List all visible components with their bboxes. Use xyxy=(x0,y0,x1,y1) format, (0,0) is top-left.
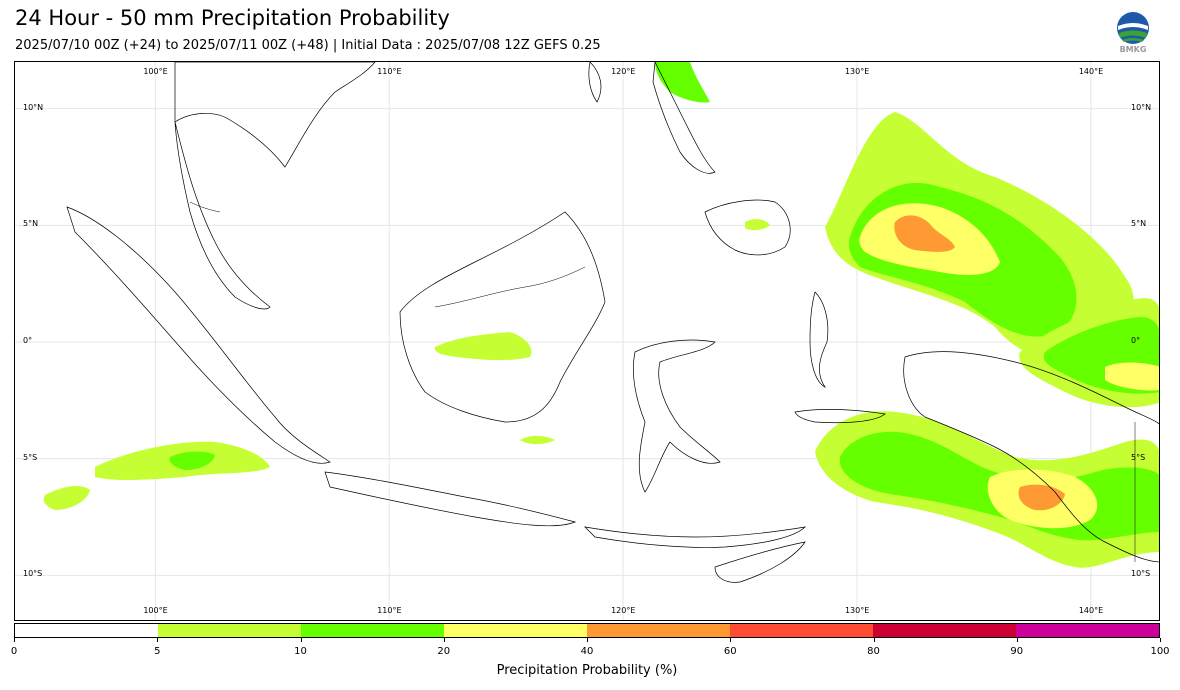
lon-label-top: 110°E xyxy=(377,67,402,76)
coastline-sumatra xyxy=(66,206,331,464)
lat-label-right: 10°N xyxy=(1131,102,1152,112)
colorbar-segment xyxy=(587,624,730,637)
colorbar xyxy=(14,623,1160,638)
lon-label-bottom: 100°E xyxy=(143,606,168,615)
lat-label-left: 0° xyxy=(23,336,33,345)
colorbar-segment xyxy=(301,624,444,637)
lon-label-bottom: 140°E xyxy=(1078,606,1104,615)
precip-area-new-guinea-north-20 xyxy=(1105,362,1159,391)
colorbar-tick-mark xyxy=(730,638,732,642)
chart-title: 24 Hour - 50 mm Precipitation Probabilit… xyxy=(15,6,450,30)
lat-label-right: 5°S xyxy=(1131,452,1146,462)
coastline-halmahera xyxy=(809,291,829,388)
lat-label-left: 5°N xyxy=(23,219,39,229)
precip-area-west-sumatra-sea-10 xyxy=(169,451,215,470)
colorbar-label: Precipitation Probability (%) xyxy=(496,663,678,678)
colorbar-tick-label: 0 xyxy=(10,646,18,657)
coastline-java xyxy=(324,471,577,527)
bmkg-logo xyxy=(1115,11,1151,55)
map-canvas xyxy=(15,62,1159,620)
precip-area-indian-ocean-sw xyxy=(43,485,90,510)
colorbar-tick-mark xyxy=(587,638,588,642)
lat-label-right: 0° xyxy=(1131,336,1141,345)
colorbar-tick-label: 80 xyxy=(867,646,880,657)
coastline-sulawesi xyxy=(632,339,721,493)
precip-area-luzon xyxy=(655,62,710,103)
colorbar-segment xyxy=(15,624,158,637)
lon-label-bottom: 110°E xyxy=(377,606,402,615)
lat-label-left: 10°S xyxy=(23,569,43,579)
bmkg-logo-text: BMKG xyxy=(1119,45,1147,54)
coastline-taiwan-south xyxy=(588,62,602,103)
precip-areas xyxy=(43,62,1159,568)
precip-area-sulawesi-sea xyxy=(745,219,770,231)
coastline-malay-peninsula xyxy=(174,121,271,310)
coastline-lesser-sunda xyxy=(583,526,807,548)
colorbar-segment xyxy=(873,624,1016,637)
border-borneo-north xyxy=(434,266,586,308)
lat-label-left: 5°S xyxy=(23,452,38,462)
coastline-timor xyxy=(714,541,806,583)
lon-label-bottom: 120°E xyxy=(611,606,636,615)
colorbar-tick-mark xyxy=(873,638,875,642)
colorbar-tick-mark xyxy=(1016,638,1018,642)
colorbar-segment xyxy=(1016,624,1159,637)
lon-label-top: 130°E xyxy=(844,67,870,76)
colorbar-tick-label: 5 xyxy=(154,646,161,657)
colorbar-tick-mark xyxy=(300,638,302,642)
lon-label-top: 120°E xyxy=(611,67,636,76)
colorbar-tick-mark xyxy=(14,638,15,642)
lon-label-top: 100°E xyxy=(143,67,168,76)
colorbar-segment xyxy=(158,624,301,637)
precip-area-borneo xyxy=(434,332,532,361)
borders xyxy=(189,201,1136,562)
lat-label-right: 5°N xyxy=(1131,219,1147,229)
colorbar-segment xyxy=(444,624,587,637)
coastline-indochina xyxy=(174,62,376,168)
colorbar-tick-label: 20 xyxy=(437,646,451,657)
lat-label-right: 10°S xyxy=(1131,569,1151,579)
coastline-borneo xyxy=(399,211,606,423)
coastline-philippines-luzon xyxy=(652,62,716,174)
colorbar-tick-label: 100 xyxy=(1150,646,1170,657)
colorbar-tick-label: 90 xyxy=(1010,646,1024,657)
coastlines xyxy=(66,62,1159,583)
precip-area-banda-sea-40 xyxy=(1018,484,1065,511)
colorbar-tick-mark xyxy=(443,638,445,642)
colorbar-tick-label: 10 xyxy=(294,646,307,657)
chart-subtitle: 2025/07/10 00Z (+24) to 2025/07/11 00Z (… xyxy=(15,38,601,53)
coastline-new-guinea xyxy=(903,351,1159,563)
coastline-mindanao xyxy=(704,199,791,256)
precip-area-java-sea xyxy=(520,435,555,445)
colorbar-tick-label: 40 xyxy=(580,646,594,657)
colorbar-tick-label: 60 xyxy=(723,646,737,657)
lon-label-bottom: 130°E xyxy=(844,606,870,615)
colorbar-tick-mark xyxy=(1160,638,1161,642)
coastline-seram xyxy=(794,409,886,424)
lat-label-left: 10°N xyxy=(23,102,44,112)
colorbar-tick-mark xyxy=(157,638,159,642)
lon-label-top: 140°E xyxy=(1078,67,1104,76)
border-thailand-malaysia xyxy=(189,201,221,213)
graticule xyxy=(15,62,1159,620)
colorbar-segment xyxy=(730,624,873,637)
map-frame: 100°E 110°E 120°E 130°E 140°E 100°E 110°E 120°E… xyxy=(14,61,1160,621)
precip-area-philippine-sea-40 xyxy=(894,215,955,252)
